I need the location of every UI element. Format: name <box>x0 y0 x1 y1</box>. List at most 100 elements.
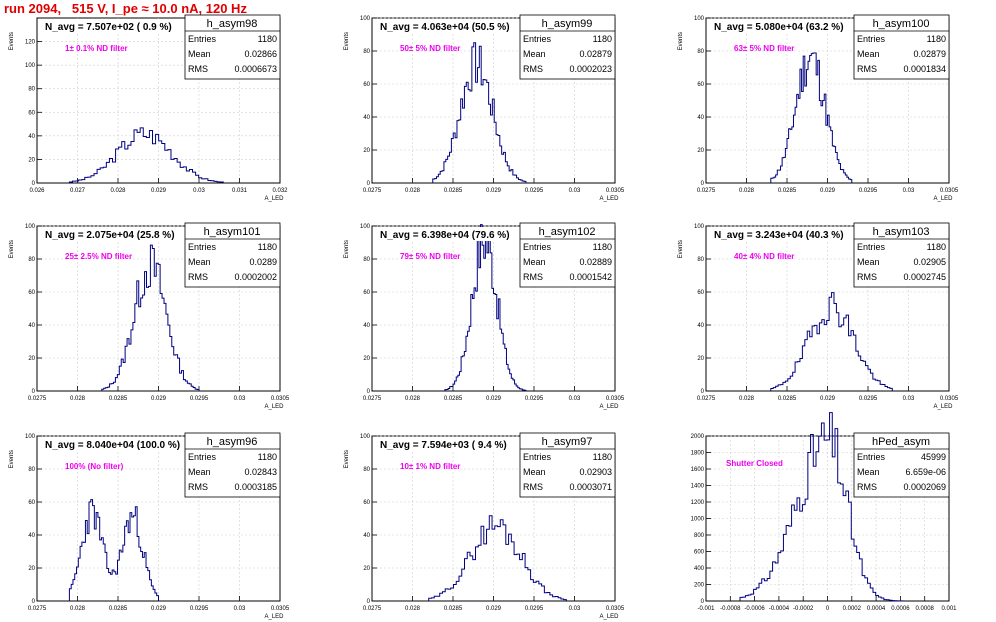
stats-key: Mean <box>523 49 546 59</box>
x-tick-label: 0.0285 <box>778 188 797 194</box>
filter-label: 40± 4% ND filter <box>734 252 794 261</box>
y-axis-label: Events <box>9 32 15 50</box>
stats-box <box>853 222 950 288</box>
filter-label: 100% (No filter) <box>65 462 124 471</box>
y-tick-label: 60 <box>697 290 704 296</box>
panel-h_asym98: 0.026 0.027 0.028 0.029 0.03 0.031 0.032 0 20 40 6… <box>9 14 288 202</box>
filter-label: 50± 5% ND filter <box>400 44 460 53</box>
x-tick-label: 0.0305 <box>271 606 290 612</box>
x-axis-label: A_LED <box>933 196 953 202</box>
y-tick-label: 0 <box>32 599 36 605</box>
y-tick-label: 0 <box>701 389 705 395</box>
stats-key: RMS <box>523 272 543 282</box>
stats-value: 1180 <box>258 242 277 252</box>
x-tick-label: 0.0275 <box>697 396 716 402</box>
y-tick-label: 20 <box>28 566 35 572</box>
filter-label: Shutter Closed <box>726 459 783 468</box>
x-tick-label: -0.001 <box>697 606 715 612</box>
y-tick-label: 20 <box>363 356 370 362</box>
x-tick-label: 0.0275 <box>28 606 47 612</box>
x-tick-label: 0.0285 <box>444 606 463 612</box>
filter-label: 63± 5% ND filter <box>734 44 794 53</box>
stats-key: Entries <box>523 34 552 44</box>
x-tick-label: 0.0002 <box>843 606 862 612</box>
y-tick-label: 120 <box>25 40 36 46</box>
y-tick-label: 1000 <box>691 517 705 523</box>
stats-value: 0.02889 <box>579 257 612 267</box>
filter-label: 10± 1% ND filter <box>400 462 460 471</box>
y-tick-label: 40 <box>697 323 704 329</box>
stats-key: RMS <box>857 272 877 282</box>
stats-value: 0.0002023 <box>569 64 612 74</box>
navg-label: N_avg = 6.398e+04 (79.6 %) <box>380 230 510 241</box>
x-tick-label: 0.03 <box>903 396 915 402</box>
y-tick-label: 60 <box>363 500 370 506</box>
x-axis-label: A_LED <box>264 404 284 410</box>
stats-value: 6.659e-06 <box>905 467 946 477</box>
y-tick-label: 1600 <box>691 467 705 473</box>
y-axis-label: Events <box>678 32 684 50</box>
x-tick-label: 0.029 <box>820 188 836 194</box>
stats-key: RMS <box>188 272 208 282</box>
x-tick-label: 0.03 <box>903 188 915 194</box>
y-tick-label: 80 <box>363 49 370 55</box>
panel-h_asym101: 0.0275 0.028 0.0285 0.029 0.0295 0.03 0.0305 0 2… <box>9 222 290 410</box>
x-tick-label: 0.031 <box>232 188 248 194</box>
x-tick-label: -0.0002 <box>793 606 814 612</box>
y-tick-label: 0 <box>367 389 371 395</box>
y-tick-label: 0 <box>367 599 371 605</box>
x-tick-label: 0.0295 <box>525 606 544 612</box>
page-title: run 2094, 515 V, I_pe ≈ 10.0 nA, 120 Hz <box>4 1 247 16</box>
stats-key: Mean <box>857 467 880 477</box>
x-tick-label: 0.0275 <box>363 188 382 194</box>
x-tick-label: 0.026 <box>29 188 45 194</box>
x-tick-label: 0.0295 <box>859 188 878 194</box>
y-tick-label: 0 <box>32 389 36 395</box>
y-tick-label: 40 <box>697 115 704 121</box>
stats-key: Entries <box>523 452 552 462</box>
y-tick-label: 40 <box>363 115 370 121</box>
stats-value: 0.02866 <box>244 49 277 59</box>
stats-key: RMS <box>523 482 543 492</box>
y-tick-label: 40 <box>28 533 35 539</box>
y-tick-label: 80 <box>28 257 35 263</box>
y-tick-label: 20 <box>28 356 35 362</box>
stats-value: 0.0006673 <box>234 64 277 74</box>
navg-label: N_avg = 7.507e+02 ( 0.9 %) <box>45 22 172 33</box>
y-axis-label: Events <box>344 32 350 50</box>
x-tick-label: 0.03 <box>193 188 205 194</box>
stats-value: 1180 <box>593 242 612 252</box>
stats-key: RMS <box>523 64 543 74</box>
y-axis-label: Events <box>9 450 15 468</box>
filter-label: 1± 0.1% ND filter <box>65 44 128 53</box>
x-tick-label: 0.0285 <box>109 606 128 612</box>
stats-key: Entries <box>188 242 217 252</box>
navg-label: N_avg = 4.063e+04 (50.5 %) <box>380 22 510 33</box>
y-tick-label: 60 <box>28 500 35 506</box>
x-tick-label: 0.0285 <box>444 396 463 402</box>
x-tick-label: 0.029 <box>486 188 502 194</box>
y-tick-label: 40 <box>363 323 370 329</box>
x-axis-label: A_LED <box>264 196 284 202</box>
y-tick-label: 600 <box>694 550 705 556</box>
stats-key: Mean <box>857 49 880 59</box>
stats-key: Mean <box>523 467 546 477</box>
stats-key: Mean <box>188 467 211 477</box>
y-tick-label: 60 <box>28 110 35 116</box>
stats-value: 0.0001542 <box>569 272 612 282</box>
histogram-line <box>432 42 527 183</box>
x-axis-label: A_LED <box>599 404 619 410</box>
x-tick-label: 0.0006 <box>891 606 910 612</box>
stats-key: Mean <box>523 257 546 267</box>
x-tick-label: 0.03 <box>234 396 246 402</box>
y-axis-label: Events <box>678 240 684 258</box>
stats-key: Mean <box>188 49 211 59</box>
stats-value: 1180 <box>927 34 946 44</box>
stats-value: 45999 <box>921 452 946 462</box>
stats-key: Mean <box>188 257 211 267</box>
histogram-line <box>770 52 853 183</box>
navg-box <box>38 19 208 33</box>
x-tick-label: 0.001 <box>941 606 957 612</box>
navg-box <box>373 19 543 33</box>
y-tick-label: 1400 <box>691 484 705 490</box>
